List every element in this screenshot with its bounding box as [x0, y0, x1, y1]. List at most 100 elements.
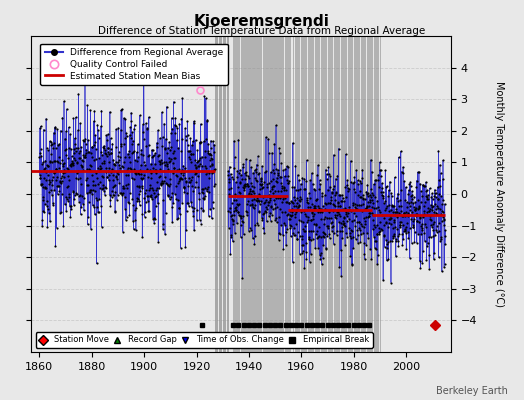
Point: [331, 197, 339, 203]
Point: [256, 198, 265, 204]
Point: [194, 190, 203, 196]
Point: [156, 172, 164, 179]
Point: [166, 181, 174, 187]
Point: [124, 172, 133, 178]
Point: [275, 214, 283, 220]
Point: [266, 188, 275, 194]
Point: [48, 140, 57, 147]
Point: [353, 227, 362, 234]
Point: [297, 217, 305, 224]
Point: [66, 214, 74, 220]
Y-axis label: Monthly Temperature Anomaly Difference (°C): Monthly Temperature Anomaly Difference (…: [494, 81, 504, 307]
Point: [63, 165, 71, 172]
Point: [296, 198, 304, 204]
Point: [279, 167, 288, 174]
Point: [352, 206, 360, 212]
Point: [71, 135, 79, 142]
Point: [319, 203, 327, 209]
Point: [324, 186, 332, 193]
Point: [419, 182, 427, 188]
Point: [204, 213, 213, 219]
Point: [334, 200, 342, 206]
Point: [275, 145, 283, 151]
Point: [315, 177, 324, 183]
Point: [427, 216, 435, 223]
Point: [146, 182, 154, 188]
Point: [298, 236, 306, 242]
Point: [239, 182, 248, 188]
Point: [337, 198, 346, 204]
Point: [148, 154, 156, 160]
Point: [124, 198, 132, 205]
Point: [311, 205, 319, 211]
Point: [328, 219, 336, 226]
Point: [203, 169, 211, 176]
Point: [422, 257, 431, 264]
Point: [163, 161, 171, 167]
Point: [67, 163, 75, 169]
Point: [305, 228, 314, 234]
Point: [238, 275, 247, 281]
Point: [77, 181, 85, 187]
Point: [413, 169, 422, 175]
Point: [203, 186, 211, 192]
Point: [370, 244, 379, 251]
Point: [243, 212, 251, 218]
Point: [415, 168, 423, 175]
Point: [251, 202, 259, 208]
Point: [248, 197, 256, 203]
Point: [262, 134, 270, 140]
Point: [440, 260, 449, 267]
Point: [105, 151, 114, 158]
Point: [337, 223, 346, 230]
Point: [344, 215, 353, 222]
Point: [232, 206, 240, 213]
Point: [198, 186, 206, 192]
Point: [144, 174, 152, 180]
Point: [428, 204, 436, 210]
Point: [386, 238, 394, 244]
Point: [257, 215, 266, 221]
Point: [405, 187, 413, 193]
Point: [81, 152, 90, 158]
Point: [399, 222, 407, 228]
Point: [318, 261, 326, 268]
Point: [337, 198, 345, 204]
Point: [318, 250, 326, 256]
Point: [336, 228, 344, 234]
Point: [208, 215, 216, 222]
Point: [385, 220, 394, 226]
Point: [143, 126, 151, 132]
Point: [170, 122, 179, 128]
Point: [279, 187, 288, 193]
Point: [165, 154, 173, 161]
Point: [143, 192, 151, 199]
Point: [107, 168, 116, 175]
Point: [338, 192, 346, 198]
Point: [137, 150, 145, 157]
Point: [203, 118, 211, 124]
Point: [233, 184, 242, 191]
Point: [106, 197, 114, 203]
Point: [96, 185, 104, 192]
Point: [58, 114, 67, 121]
Point: [287, 213, 295, 220]
Point: [148, 165, 157, 172]
Point: [43, 203, 51, 209]
Point: [348, 202, 357, 208]
Point: [152, 186, 160, 193]
Point: [409, 224, 418, 231]
Point: [210, 141, 219, 148]
Point: [412, 184, 421, 190]
Point: [373, 231, 381, 237]
Point: [127, 140, 136, 147]
Point: [365, 203, 373, 209]
Point: [274, 172, 282, 178]
Point: [241, 180, 249, 187]
Point: [150, 167, 159, 173]
Point: [329, 186, 337, 192]
Point: [192, 164, 200, 170]
Point: [355, 227, 364, 234]
Point: [160, 159, 169, 165]
Point: [263, 218, 271, 225]
